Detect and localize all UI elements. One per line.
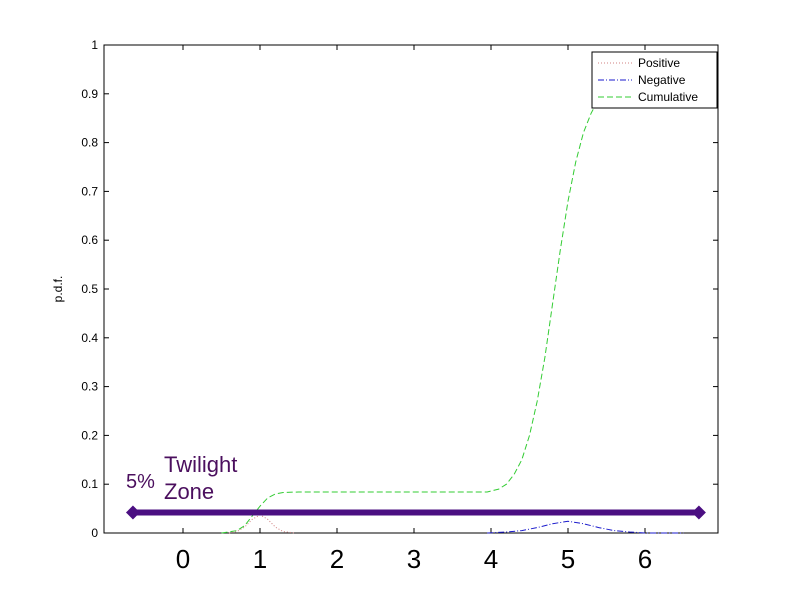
y-tick-label: 0.7 bbox=[81, 184, 98, 198]
twilight-zone-marker-right bbox=[691, 505, 706, 520]
y-tick-label: 0 bbox=[91, 526, 98, 540]
y-tick-label: 0.5 bbox=[81, 282, 98, 296]
twilight-zone-label-line2: Zone bbox=[164, 479, 214, 504]
y-tick-label: 0.4 bbox=[81, 331, 98, 345]
plot-frame bbox=[103, 44, 719, 534]
y-tick-label: 0.1 bbox=[81, 477, 98, 491]
x-tick-label: 6 bbox=[638, 544, 652, 574]
y-tick-label: 0.8 bbox=[81, 136, 98, 150]
series-line-negative bbox=[487, 520, 684, 534]
x-tick-label: 0 bbox=[176, 544, 190, 574]
x-axis: 0 1 2 3 4 5 6 bbox=[176, 45, 652, 574]
twilight-zone-annotation: 5% Twilight Zone bbox=[125, 452, 706, 520]
twilight-zone-percent: 5% bbox=[126, 471, 155, 493]
legend-label-negative: Negative bbox=[638, 73, 686, 87]
y-tick-label: 0.9 bbox=[81, 87, 98, 101]
y-tick-label: 0.6 bbox=[81, 233, 98, 247]
y-axis-label: p.d.f. bbox=[51, 276, 65, 303]
y-tick-label: 0.3 bbox=[81, 380, 98, 394]
y-tick-label: 1 bbox=[91, 38, 98, 52]
x-tick-label: 2 bbox=[330, 544, 344, 574]
twilight-zone-label-line1: Twilight bbox=[164, 452, 237, 477]
y-tick-label: 0.2 bbox=[81, 428, 98, 442]
x-tick-label: 5 bbox=[561, 544, 575, 574]
twilight-zone-marker-left bbox=[125, 505, 140, 520]
y-axis: 0 0.1 0.2 0.3 0.4 0.5 0.6 0.7 0.8 0.9 1 bbox=[81, 38, 718, 540]
x-tick-label: 1 bbox=[253, 544, 267, 574]
x-tick-label: 4 bbox=[484, 544, 498, 574]
legend-label-cumulative: Cumulative bbox=[638, 90, 698, 104]
legend-label-positive: Positive bbox=[638, 56, 680, 70]
legend: Positive Negative Cumulative bbox=[591, 51, 718, 109]
x-tick-label: 3 bbox=[407, 544, 421, 574]
